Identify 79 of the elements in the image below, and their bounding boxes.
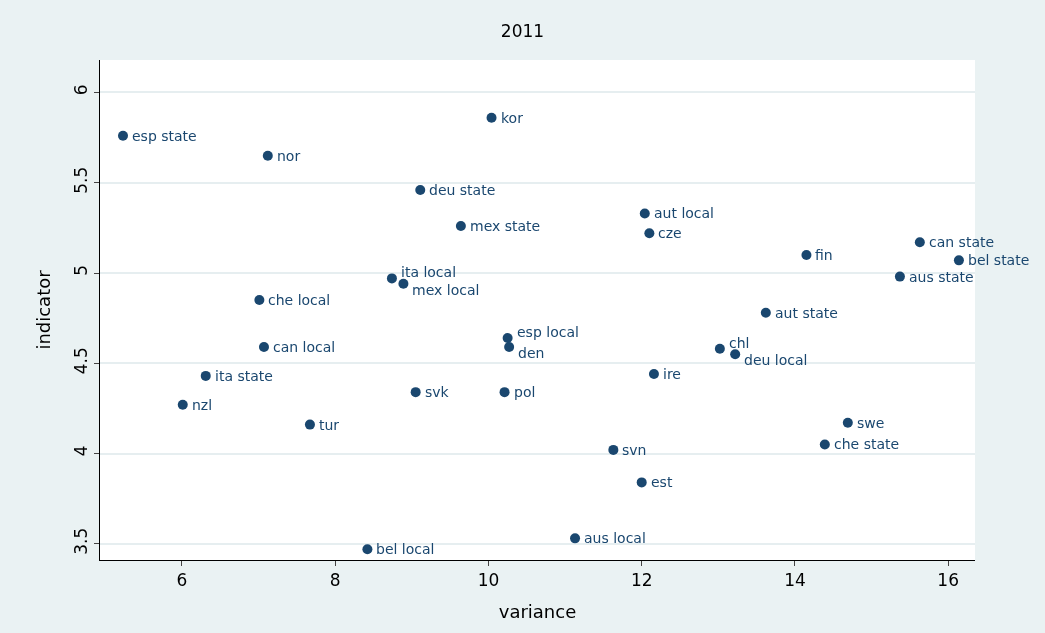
annotation: svn [622, 442, 647, 458]
annotation: fin [815, 247, 833, 263]
x-axis-title: variance [498, 600, 577, 622]
annotation: esp local [517, 324, 579, 340]
point [914, 237, 925, 248]
annotation: aut local [654, 205, 715, 221]
y-tick-label: 4.5 [71, 347, 92, 375]
point [504, 342, 515, 352]
y-tick-label: 5.5 [71, 166, 92, 194]
annotation: aus local [584, 530, 646, 546]
annotation: tur [319, 417, 340, 433]
y-tick-label: 5 [71, 265, 92, 276]
point [499, 387, 510, 398]
point [455, 221, 466, 232]
point [254, 295, 265, 306]
annotation: ire [663, 366, 681, 382]
x-tick-label: 10 [477, 570, 500, 591]
annotation: aut state [775, 305, 838, 321]
x-tick-label: 16 [937, 570, 959, 591]
point [486, 112, 497, 123]
point [117, 130, 128, 141]
point [953, 255, 964, 266]
annotation: can state [929, 234, 995, 250]
point [262, 150, 273, 161]
point [730, 349, 741, 360]
annotation: ita state [215, 368, 273, 384]
point [636, 477, 647, 488]
annotation: bel state [968, 252, 1030, 268]
y-tick-label: 3.5 [71, 527, 92, 555]
point [648, 369, 659, 380]
annotation: can local [273, 339, 336, 355]
annotation: est [651, 474, 673, 490]
point [819, 439, 830, 450]
chart-title: 2011 [500, 21, 545, 42]
annotation: nor [277, 148, 301, 164]
point [362, 544, 373, 555]
annotation: kor [501, 110, 524, 126]
annotation: aus state [909, 269, 974, 285]
x-tick-label: 12 [630, 570, 653, 591]
x-tick-label: 6 [176, 570, 188, 591]
annotation: mex state [470, 218, 541, 234]
annotation: den [518, 345, 545, 361]
point [398, 278, 409, 289]
annotation: bel local [376, 541, 435, 557]
y-tick-label: 4 [71, 445, 92, 457]
point [639, 208, 650, 219]
y-axis-title: indicator [33, 269, 55, 350]
point [410, 387, 421, 398]
y-tick-label: 6 [71, 84, 92, 96]
annotation: esp state [132, 128, 197, 144]
point [200, 370, 211, 381]
point [502, 332, 513, 343]
annotation: pol [514, 384, 536, 400]
annotation: cze [658, 225, 682, 241]
x-tick-label: 14 [784, 570, 806, 591]
point [570, 533, 581, 544]
annotation: ita local [401, 264, 457, 280]
point [304, 419, 315, 430]
point [894, 271, 905, 282]
annotation: deu state [429, 182, 496, 198]
annotation: che state [834, 436, 900, 452]
point [258, 342, 269, 352]
point [415, 184, 426, 195]
annotation: nzl [192, 397, 213, 413]
annotation: chl [729, 335, 750, 351]
annotation: mex local [412, 282, 480, 298]
annotation: deu local [744, 352, 808, 368]
point [760, 307, 771, 318]
annotation: che local [268, 292, 331, 308]
point [386, 273, 397, 284]
point [714, 343, 725, 354]
annotation: svk [425, 384, 450, 400]
point [801, 249, 812, 260]
point [177, 399, 188, 410]
point [842, 417, 853, 428]
point [644, 228, 655, 239]
point [608, 444, 619, 455]
x-tick-label: 8 [329, 570, 341, 591]
annotation: swe [857, 415, 885, 431]
